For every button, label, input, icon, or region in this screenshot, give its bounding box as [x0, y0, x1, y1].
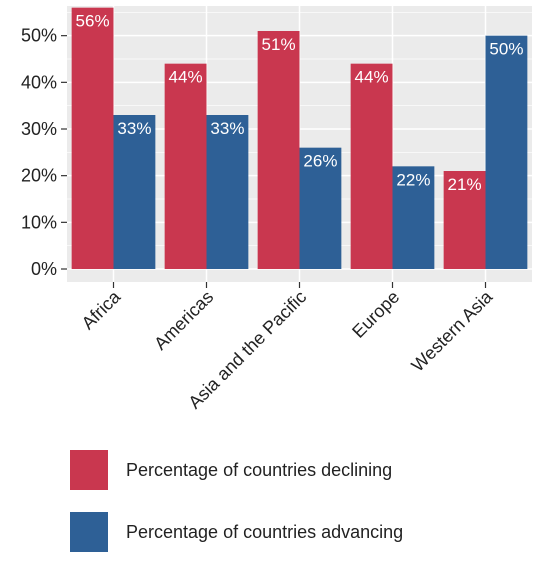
legend-swatch-advancing: [70, 512, 108, 552]
legend-swatch-declining: [70, 450, 108, 490]
data-label-1-2: 26%: [303, 152, 337, 171]
bar-0-3: [350, 63, 393, 269]
bar-1-4: [485, 35, 528, 269]
x-tick-label-4: Western Asia: [407, 286, 497, 376]
data-label-0-0: 56%: [76, 12, 110, 31]
data-labels: 56% 33% 44% 33% 51% 26% 44% 22% 21% 50%: [76, 12, 524, 194]
data-label-1-4: 50%: [489, 40, 523, 59]
y-tick-label-1: 10%: [21, 212, 57, 232]
y-tick-label-5: 50%: [21, 26, 57, 46]
bars: [71, 7, 528, 270]
legend: Percentage of countries declining Percen…: [70, 450, 403, 574]
legend-label-declining: Percentage of countries declining: [126, 459, 393, 480]
data-label-0-3: 44%: [355, 68, 389, 87]
x-tick-label-3: Europe: [348, 287, 403, 342]
bar-0-2: [257, 31, 300, 269]
bar-1-0: [113, 115, 156, 269]
y-tick-label-4: 40%: [21, 72, 57, 92]
bar-0-4: [443, 171, 486, 269]
x-tick-label-0: Africa: [78, 286, 125, 333]
y-tick-label-0: 0%: [31, 259, 57, 279]
bar-0-0: [71, 7, 114, 270]
data-label-1-0: 33%: [117, 119, 151, 138]
bar-chart: 56% 33% 44% 33% 51% 26% 44% 22% 21% 50% 0% 10% 20% 3…: [21, 6, 532, 413]
bar-1-2: [299, 147, 342, 269]
bar-1-1: [206, 115, 249, 269]
bar-1-3: [392, 166, 435, 269]
data-label-0-1: 44%: [169, 68, 203, 87]
data-label-1-3: 22%: [396, 170, 430, 189]
data-label-0-2: 51%: [262, 35, 296, 54]
y-tick-label-3: 30%: [21, 119, 57, 139]
legend-label-advancing: Percentage of countries advancing: [126, 521, 404, 542]
legend-item-declining: Percentage of countries declining: [70, 450, 403, 490]
y-tick-label-2: 20%: [21, 166, 57, 186]
bar-0-1: [164, 63, 207, 269]
data-label-1-1: 33%: [210, 119, 244, 138]
legend-item-advancing: Percentage of countries advancing: [70, 512, 403, 552]
x-tick-label-1: Americas: [150, 287, 217, 354]
y-axis: 0% 10% 20% 30% 40% 50%: [21, 26, 67, 279]
data-label-0-4: 21%: [448, 175, 482, 194]
